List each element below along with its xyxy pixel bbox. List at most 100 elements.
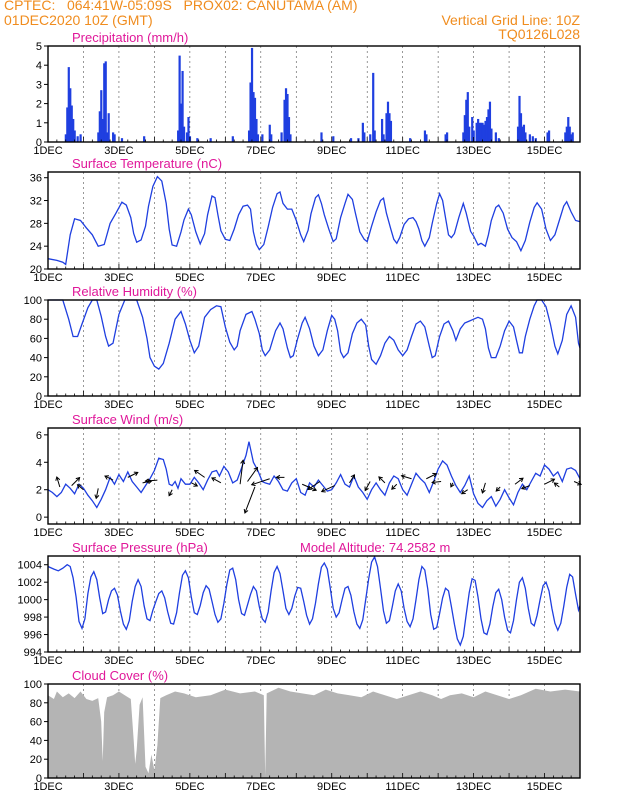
precip-bar bbox=[255, 118, 258, 142]
precip-bar bbox=[565, 126, 568, 142]
precip-bar bbox=[385, 113, 388, 142]
wind-vector bbox=[461, 489, 468, 495]
x-tick-label: 9DEC bbox=[317, 145, 346, 157]
y-tick-label: 60 bbox=[30, 333, 42, 345]
wind-vector bbox=[56, 476, 61, 488]
x-tick-label: 7DEC bbox=[246, 145, 275, 157]
x-tick-label: 13DEC bbox=[456, 272, 492, 284]
precip-bar bbox=[101, 118, 104, 142]
wind-vector bbox=[426, 473, 437, 480]
wind-arrowhead bbox=[211, 477, 216, 482]
x-tick-label: 5DEC bbox=[175, 272, 204, 284]
wind-vector bbox=[251, 478, 270, 486]
plot-frame bbox=[47, 171, 581, 270]
y-tick-label: 4 bbox=[36, 457, 42, 469]
wind-title: Surface Wind (m/s) bbox=[72, 412, 183, 427]
precip-bar bbox=[528, 134, 531, 142]
precip-bar bbox=[280, 132, 283, 142]
precip-bar bbox=[196, 138, 199, 142]
precip-bar bbox=[73, 130, 76, 142]
wind-arrowhead bbox=[518, 477, 524, 483]
y-tick-label: 0 bbox=[36, 137, 42, 149]
precip-bar bbox=[231, 136, 234, 142]
y-tick-label: 1000 bbox=[18, 595, 42, 607]
precip-bar bbox=[446, 132, 449, 142]
y-tick-label: 100 bbox=[24, 679, 42, 691]
wind-vector bbox=[364, 481, 371, 491]
x-tick-label: 3DEC bbox=[104, 655, 133, 667]
wind-vector bbox=[432, 480, 442, 483]
precip-bar bbox=[478, 122, 481, 142]
precip-bar bbox=[484, 120, 487, 142]
x-tick-label: 7DEC bbox=[246, 272, 275, 284]
x-tick-label: 7DEC bbox=[246, 781, 275, 793]
x-tick-label: 1DEC bbox=[33, 145, 62, 157]
x-tick-label: 5DEC bbox=[175, 781, 204, 793]
y-tick-label: 20 bbox=[30, 372, 42, 384]
wind-arrowhead bbox=[480, 488, 486, 494]
y-tick-label: 80 bbox=[30, 314, 42, 326]
pres-panel: 994 996 998 1000 1002 1004 1DEC 3DEC 5DEC 7DEC 9DE… bbox=[18, 540, 581, 667]
x-tick-label: 11DEC bbox=[385, 655, 420, 667]
y-tick-label: 24 bbox=[30, 241, 42, 253]
x-tick-label: 11DEC bbox=[385, 781, 420, 793]
pres-line bbox=[47, 555, 581, 647]
precip-bar bbox=[382, 134, 385, 142]
precip-bar bbox=[468, 126, 471, 142]
y-tick-label: 80 bbox=[30, 698, 42, 710]
y-tick-label: 994 bbox=[24, 647, 42, 659]
wind-arrowhead bbox=[431, 479, 436, 485]
x-tick-label: 7DEC bbox=[246, 527, 275, 539]
precip-bar bbox=[261, 134, 264, 142]
x-tick-label: 13DEC bbox=[456, 655, 492, 667]
x-tick-label: 3DEC bbox=[104, 781, 133, 793]
y-tick-label: 0 bbox=[36, 773, 42, 785]
wind-arrowhead bbox=[364, 486, 369, 492]
wind-arrowhead bbox=[275, 474, 281, 480]
x-tick-label: 15DEC bbox=[527, 527, 563, 539]
precip-bar bbox=[488, 101, 492, 142]
precip-bar bbox=[490, 128, 493, 142]
precip-bar bbox=[252, 92, 255, 142]
precip-bar bbox=[103, 63, 106, 142]
precip-bar bbox=[178, 55, 181, 142]
precip-bar bbox=[332, 136, 335, 142]
precip-bar bbox=[389, 120, 393, 142]
wind-arrowhead bbox=[450, 482, 455, 488]
precip-bar bbox=[106, 132, 109, 142]
precip-bar bbox=[70, 105, 73, 142]
precip-bar bbox=[284, 88, 288, 142]
precip-bar bbox=[481, 122, 484, 142]
precip-bar bbox=[522, 124, 526, 142]
wind-panel: 0 2 4 6 1DEC 3DEC 5DEC 7DEC 9DEC 11DEC 13DEC 15DEC S… bbox=[33, 412, 582, 539]
x-tick-label: 1DEC bbox=[33, 655, 62, 667]
precip-bar bbox=[69, 88, 72, 142]
y-tick-label: 4 bbox=[36, 60, 42, 72]
wind-arrowhead bbox=[432, 472, 438, 478]
wind-vector bbox=[349, 474, 355, 484]
wind-arrowhead bbox=[400, 474, 406, 480]
precip-bar bbox=[546, 132, 549, 142]
precip-bar bbox=[564, 132, 567, 142]
wind-arrowhead bbox=[320, 488, 326, 493]
x-tick-label: 13DEC bbox=[456, 145, 492, 157]
x-tick-label: 1DEC bbox=[33, 527, 62, 539]
x-tick-label: 1DEC bbox=[33, 399, 62, 411]
temp-panel: 20 24 28 32 36 1DEC 3DEC 5DEC 7DEC 9DEC 11DEC 13DEC… bbox=[30, 156, 581, 284]
precip-bar bbox=[462, 132, 465, 142]
precip-bar bbox=[143, 136, 146, 142]
precip-bar bbox=[444, 134, 447, 142]
precip-bar bbox=[497, 138, 500, 142]
precip-bar bbox=[209, 138, 212, 142]
y-tick-label: 2 bbox=[36, 485, 42, 497]
y-tick-label: 0 bbox=[36, 512, 42, 524]
wind-vector bbox=[401, 475, 412, 480]
wind-arrowhead bbox=[460, 489, 466, 495]
wind-arrowhead bbox=[253, 466, 259, 472]
y-tick-label: 3 bbox=[36, 79, 42, 91]
precip-bar bbox=[72, 118, 75, 142]
precip-bar bbox=[472, 130, 475, 142]
precip-bar bbox=[177, 130, 180, 142]
wind-vector bbox=[307, 481, 321, 490]
precip-bar bbox=[485, 117, 489, 142]
